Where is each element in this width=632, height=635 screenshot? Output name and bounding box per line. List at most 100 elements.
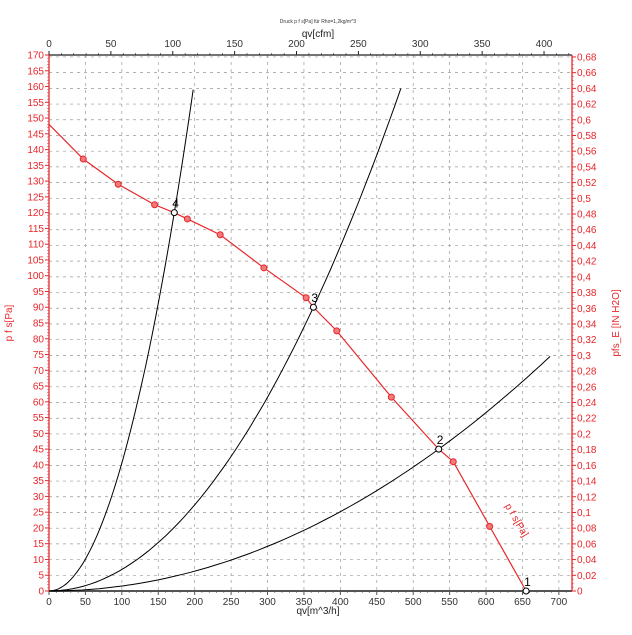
x-tick-label: 200 (186, 597, 203, 608)
fan-curve-marker (333, 327, 341, 335)
y-tick-label: 110 (28, 240, 44, 251)
fan-curve-label: p f s[Pa] (502, 502, 530, 539)
y2-tick-label: 0,56 (577, 147, 597, 158)
x-tick-label: 0 (46, 597, 52, 608)
y-tick-label: 135 (27, 161, 44, 172)
x-tick-label: 450 (368, 597, 385, 608)
fan-curve-marker (151, 201, 159, 209)
x-axis-label: qv[m^3/h] (296, 606, 339, 617)
y-tick-label: 105 (27, 255, 44, 266)
fan-curve-marker (486, 522, 494, 530)
y-tick-label: 140 (27, 145, 44, 156)
fan-curve-marker (183, 215, 191, 223)
y2-tick-label: 0,06 (577, 539, 597, 550)
y-tick-label: 20 (33, 523, 45, 534)
system-curve-2 (48, 356, 551, 592)
fan-curve-marker (387, 393, 395, 401)
y-tick-label: 40 (33, 460, 45, 471)
y2-tick-label: 0,02 (577, 571, 597, 582)
fan-curve-marker (216, 231, 224, 239)
y-tick-label: 15 (33, 539, 45, 550)
y-tick-label: 10 (33, 555, 45, 566)
x-tick-label: 550 (441, 597, 458, 608)
y2-tick-label: 0,64 (577, 84, 597, 95)
y2-tick-label: 0,54 (577, 162, 597, 173)
y2-tick-label: 0,18 (577, 445, 597, 456)
y-tick-label: 35 (33, 476, 45, 487)
y-tick-label: 165 (27, 66, 44, 77)
y-tick-label: 145 (27, 129, 44, 140)
y2-tick-label: 0,46 (577, 225, 597, 236)
y-tick-label: 70 (33, 366, 45, 377)
fan-curve-marker (302, 294, 310, 302)
y2-tick-label: 0 (577, 587, 583, 598)
y-tick-label: 80 (33, 334, 45, 345)
y-tick-label: 45 (33, 445, 45, 456)
y-tick-label: 50 (33, 429, 45, 440)
x2-tick-label: 150 (226, 39, 243, 50)
fan-curve-marker (79, 155, 87, 163)
y-tick-label: 55 (33, 413, 45, 424)
y-tick-label: 120 (27, 208, 44, 219)
y2-tick-label: 0,5 (577, 194, 591, 205)
fan-curve-marker (114, 180, 122, 188)
x-tick-label: 650 (514, 597, 531, 608)
operating-point-marker (435, 445, 443, 453)
y2-tick-label: 0,1 (577, 508, 591, 519)
x-tick-label: 600 (478, 597, 495, 608)
x2-axis-label: qv[cfm] (302, 29, 334, 40)
system-curve-4 (48, 89, 194, 592)
y-tick-label: 170 (27, 51, 44, 62)
y2-tick-label: 0,4 (577, 272, 591, 283)
y2-tick-label: 0,42 (577, 257, 597, 268)
y2-tick-label: 0,38 (577, 288, 597, 299)
y-tick-label: 85 (33, 319, 45, 330)
y2-tick-label: 0,26 (577, 382, 597, 393)
y2-tick-label: 0,12 (577, 492, 597, 503)
y-tick-label: 150 (27, 114, 44, 125)
y-axis-label: p f s[Pa] (4, 304, 15, 341)
y2-tick-label: 0,58 (577, 131, 597, 142)
x-tick-label: 100 (113, 597, 130, 608)
operating-point-label: 1 (524, 575, 531, 589)
y-tick-label: 25 (33, 508, 45, 519)
y2-tick-label: 0,04 (577, 555, 597, 566)
y2-tick-label: 0,48 (577, 210, 597, 221)
y-tick-label: 30 (33, 492, 45, 503)
x-tick-label: 300 (259, 597, 276, 608)
y-tick-label: 0 (38, 587, 44, 598)
y2-tick-label: 0,36 (577, 304, 597, 315)
y-tick-label: 90 (33, 303, 45, 314)
fan-curve-line (48, 123, 527, 592)
y-tick-label: 115 (28, 224, 44, 235)
y2-tick-label: 0,6 (577, 115, 591, 126)
y-tick-label: 155 (27, 98, 44, 109)
y2-tick-label: 0,28 (577, 367, 597, 378)
y2-tick-label: 0,62 (577, 100, 597, 111)
y-tick-label: 130 (27, 177, 44, 188)
y-tick-label: 95 (33, 287, 45, 298)
y2-tick-label: 0,66 (577, 68, 597, 79)
y2-axis-label: pfs_E [IN H2O] (611, 289, 622, 356)
x-tick-label: 250 (223, 597, 240, 608)
y2-tick-label: 0,32 (577, 335, 597, 346)
y2-tick-label: 0,34 (577, 319, 597, 330)
y2-tick-label: 0,68 (577, 52, 597, 63)
y2-tick-label: 0,14 (577, 477, 597, 488)
y2-tick-label: 0,52 (577, 178, 597, 189)
y-tick-label: 100 (27, 271, 44, 282)
x-tick-label: 150 (150, 597, 167, 608)
y2-tick-label: 0,08 (577, 524, 597, 535)
fan-curve-marker (260, 264, 268, 272)
x2-tick-label: 400 (536, 39, 553, 50)
y-tick-label: 160 (27, 82, 44, 93)
x2-tick-label: 100 (164, 39, 181, 50)
operating-point-marker (170, 209, 178, 217)
x-tick-label: 700 (551, 597, 568, 608)
x2-tick-label: 350 (474, 39, 491, 50)
system-curve-3 (48, 88, 402, 592)
y2-tick-label: 0,2 (577, 429, 591, 440)
operating-point-marker (522, 587, 530, 595)
y2-tick-label: 0,44 (577, 241, 597, 252)
